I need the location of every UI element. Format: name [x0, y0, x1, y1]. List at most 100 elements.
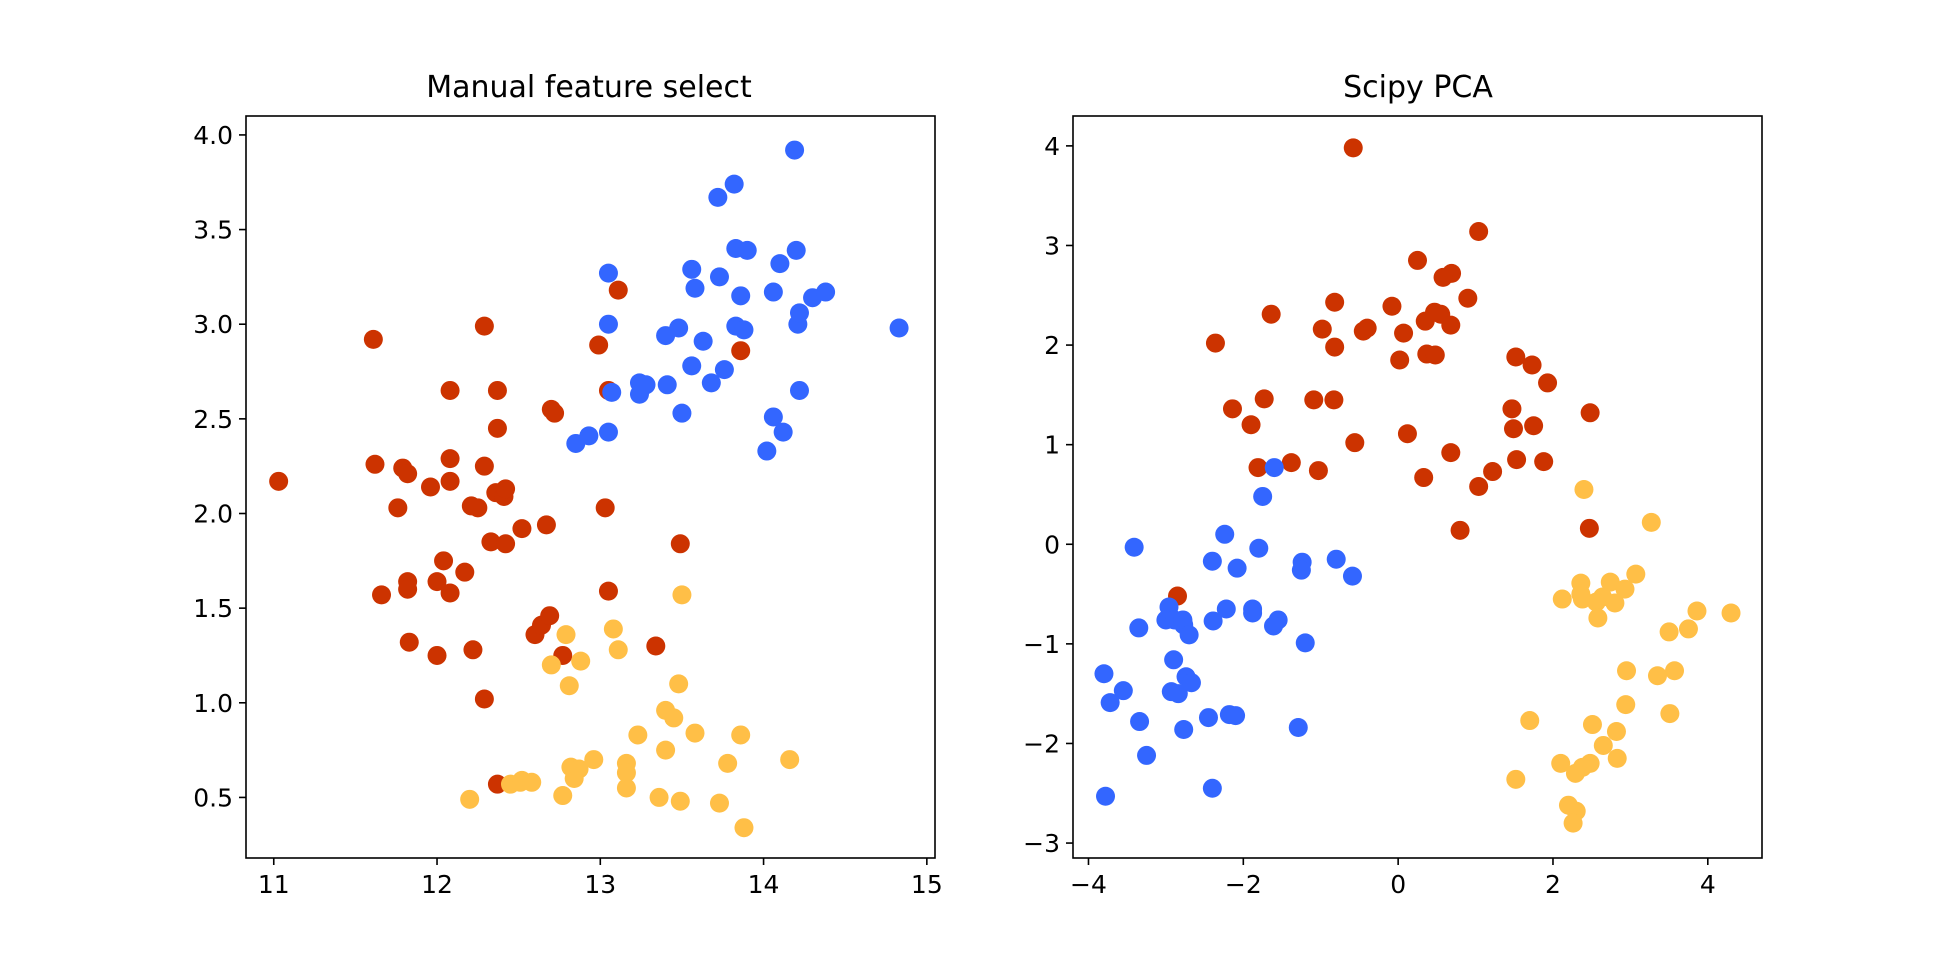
right-scatter-point-class-3: [1563, 813, 1583, 833]
left-scatter-point-class-1: [474, 316, 494, 336]
right-scatter-point-class-1: [1382, 296, 1402, 316]
right-scatter-point-class-1: [1507, 450, 1527, 470]
right-panel-frame: [1072, 115, 1763, 859]
left-scatter-point-class-3: [616, 763, 636, 783]
left-panel-ticks: 11 12 13 14 15 0.5 1.0 1.5 2.0 2.5 3.0 3.5 4.0: [193, 121, 943, 899]
right-scatter-point-class-2: [1288, 718, 1308, 738]
right-scatter-point-class-2: [1096, 786, 1116, 806]
left-scatter-point-class-2: [598, 314, 618, 334]
right-scatter-point-class-1: [1222, 399, 1242, 419]
left-scatter-point-class-3: [664, 708, 684, 728]
right-scatter-panel: Scipy PCA −4 −2 0 2 4 −3 −2 −1 0 1 2 3 4: [1023, 70, 1763, 899]
right-scatter-point-class-3: [1593, 735, 1613, 755]
left-scatter-point-class-3: [569, 759, 589, 779]
right-scatter-point-class-2: [1227, 558, 1247, 578]
left-scatter-point-class-2: [889, 318, 909, 338]
left-scatter-point-class-3: [559, 676, 579, 696]
left-scatter-point-class-2: [714, 360, 734, 380]
left-scatter-point-class-3: [670, 791, 690, 811]
left-scatter-point-class-1: [399, 632, 419, 652]
left-scatter-point-class-1: [363, 329, 383, 349]
left-scatter-point-class-3: [460, 789, 480, 809]
right-scatter-point-class-3: [1588, 608, 1608, 628]
left-scatter-point-class-1: [496, 534, 516, 554]
left-scatter-point-class-2: [737, 240, 757, 260]
right-scatter-point-class-3: [1565, 763, 1585, 783]
right-scatter-point-class-1: [1261, 304, 1281, 324]
right-scatter-point-class-2: [1137, 745, 1157, 765]
left-scatter-point-class-3: [553, 786, 573, 806]
right-scatter-point-class-1: [1469, 222, 1489, 242]
right-scatter-point-class-2: [1094, 664, 1114, 684]
left-scatter-point-class-3: [685, 723, 705, 743]
left-scatter-point-class-1: [440, 583, 460, 603]
left-x-tick-label: 15: [911, 870, 943, 899]
left-scatter-point-class-2: [734, 320, 754, 340]
left-scatter-point-class-2: [785, 140, 805, 160]
right-y-tick-label: 1: [1044, 431, 1060, 460]
right-scatter-point-class-2: [1202, 778, 1222, 798]
left-scatter-point-class-1: [427, 572, 447, 592]
left-scatter-point-class-1: [536, 515, 556, 535]
left-scatter-point-class-1: [487, 418, 507, 438]
left-scatter-point-class-1: [512, 519, 532, 539]
right-scatter-point-class-1: [1469, 477, 1489, 497]
right-y-tick-label: −3: [1023, 829, 1060, 858]
right-scatter-point-class-1: [1394, 323, 1414, 343]
right-scatter-point-class-2: [1249, 538, 1269, 558]
left-scatter-point-class-2: [709, 267, 729, 287]
left-x-tick-label: 13: [584, 870, 616, 899]
right-y-tick-label: 2: [1044, 331, 1060, 360]
left-scatter-point-class-2: [731, 286, 751, 306]
left-scatter-point-class-3: [672, 585, 692, 605]
left-scatter-point-class-2: [708, 187, 728, 207]
right-scatter-point-class-2: [1216, 599, 1236, 619]
right-scatter-point-class-1: [1538, 373, 1558, 393]
left-scatter-point-class-2: [579, 426, 599, 446]
right-scatter-point-class-1: [1325, 337, 1345, 357]
right-scatter-point-class-2: [1215, 524, 1235, 544]
right-scatter-point-class-1: [1441, 443, 1461, 463]
right-panel-ticks: −4 −2 0 2 4 −3 −2 −1 0 1 2 3 4: [1023, 132, 1716, 899]
right-scatter-point-class-2: [1164, 650, 1184, 670]
left-scatter-point-class-1: [598, 581, 618, 601]
left-x-tick-label: 11: [258, 870, 290, 899]
left-scatter-point-class-2: [657, 375, 677, 395]
right-panel-points: [1094, 138, 1741, 833]
right-scatter-point-class-1: [1522, 355, 1542, 375]
left-y-tick-label: 4.0: [193, 121, 233, 150]
left-panel-title: Manual feature select: [426, 70, 752, 105]
left-scatter-point-class-2: [770, 254, 790, 274]
right-scatter-point-class-3: [1600, 572, 1620, 592]
left-scatter-point-class-2: [602, 382, 622, 402]
left-scatter-point-class-2: [724, 174, 744, 194]
left-scatter-point-class-2: [763, 282, 783, 302]
right-scatter-point-class-2: [1181, 673, 1201, 693]
left-scatter-point-class-2: [598, 422, 618, 442]
left-scatter-point-class-1: [434, 551, 454, 571]
right-scatter-point-class-1: [1343, 138, 1363, 158]
right-scatter-point-class-1: [1390, 350, 1410, 370]
right-scatter-point-class-3: [1626, 564, 1646, 584]
left-scatter-point-class-2: [598, 263, 618, 283]
left-scatter-point-class-1: [589, 335, 609, 355]
right-scatter-point-class-1: [1580, 403, 1600, 423]
right-scatter-point-class-2: [1295, 633, 1315, 653]
right-scatter-point-class-3: [1721, 603, 1741, 623]
right-scatter-point-class-3: [1647, 666, 1667, 686]
left-y-tick-label: 2.5: [193, 405, 233, 434]
right-scatter-point-class-2: [1198, 708, 1218, 728]
left-scatter-point-class-3: [628, 725, 648, 745]
left-scatter-point-class-3: [603, 619, 623, 639]
right-scatter-point-class-3: [1586, 592, 1606, 612]
left-scatter-point-class-3: [571, 651, 591, 671]
right-scatter-point-class-2: [1130, 712, 1150, 732]
left-scatter-point-class-3: [541, 655, 561, 675]
right-scatter-point-class-2: [1202, 551, 1222, 571]
left-scatter-point-class-1: [646, 636, 666, 656]
left-scatter-point-class-3: [669, 674, 689, 694]
left-scatter-point-class-2: [757, 441, 777, 461]
left-scatter-point-class-1: [481, 532, 501, 552]
left-scatter-point-class-1: [545, 403, 565, 423]
